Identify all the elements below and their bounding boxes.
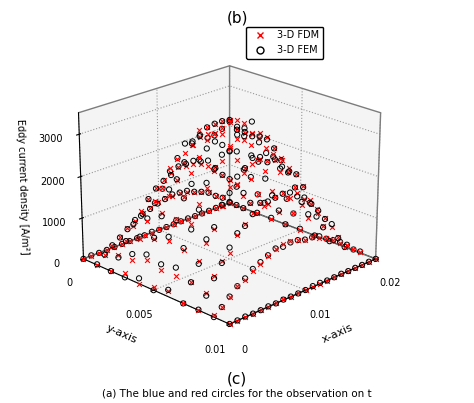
Legend: 3-D FDM, 3-D FEM: 3-D FDM, 3-D FEM — [246, 27, 323, 59]
Text: (b): (b) — [226, 10, 248, 25]
X-axis label: x-axis: x-axis — [320, 322, 355, 345]
Text: (c): (c) — [227, 372, 247, 387]
Text: (a) The blue and red circles for the observation on t: (a) The blue and red circles for the obs… — [102, 389, 372, 399]
Y-axis label: y-axis: y-axis — [105, 322, 138, 345]
